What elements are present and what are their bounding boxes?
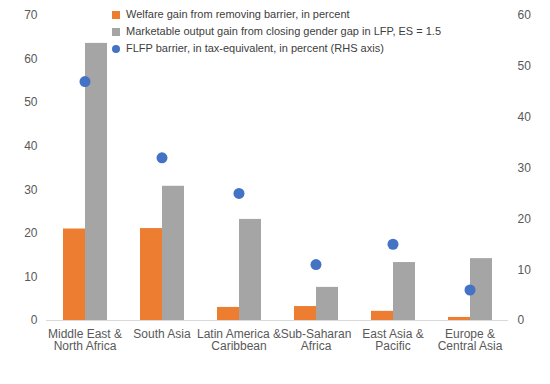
svg-text:60: 60	[518, 8, 532, 22]
svg-text:Middle East &North Africa: Middle East &North Africa	[48, 327, 122, 353]
svg-text:0: 0	[31, 313, 38, 327]
svg-text:East Asia &Pacific: East Asia &Pacific	[362, 327, 423, 353]
svg-text:0: 0	[518, 313, 525, 327]
svg-text:60: 60	[24, 52, 38, 66]
svg-text:Sub-SaharanAfrica: Sub-SaharanAfrica	[281, 327, 352, 353]
svg-text:20: 20	[518, 212, 532, 226]
svg-text:South Asia: South Asia	[133, 327, 191, 341]
html-text:Welfare gain from removing bar: Welfare gain from removing barrier, in p…	[126, 8, 350, 20]
svg-text:70: 70	[24, 8, 38, 22]
svg-text:30: 30	[518, 161, 532, 175]
svg-text:Europe &Central Asia: Europe &Central Asia	[438, 327, 503, 353]
svg-text:50: 50	[24, 95, 38, 109]
svg-text:30: 30	[24, 183, 38, 197]
svg-text:40: 40	[518, 110, 532, 124]
svg-text:Latin America &Caribbean: Latin America &Caribbean	[197, 327, 281, 353]
svg-text:20: 20	[24, 226, 38, 240]
html-text:FLFP barrier, in tax-equivalen: FLFP barrier, in tax-equivalent, in perc…	[126, 42, 384, 54]
svg-text:10: 10	[24, 270, 38, 284]
html-text:Marketable output gain from cl: Marketable output gain from closing gend…	[126, 25, 441, 37]
svg-text:50: 50	[518, 59, 532, 73]
svg-text:10: 10	[518, 263, 532, 277]
svg-text:40: 40	[24, 139, 38, 153]
